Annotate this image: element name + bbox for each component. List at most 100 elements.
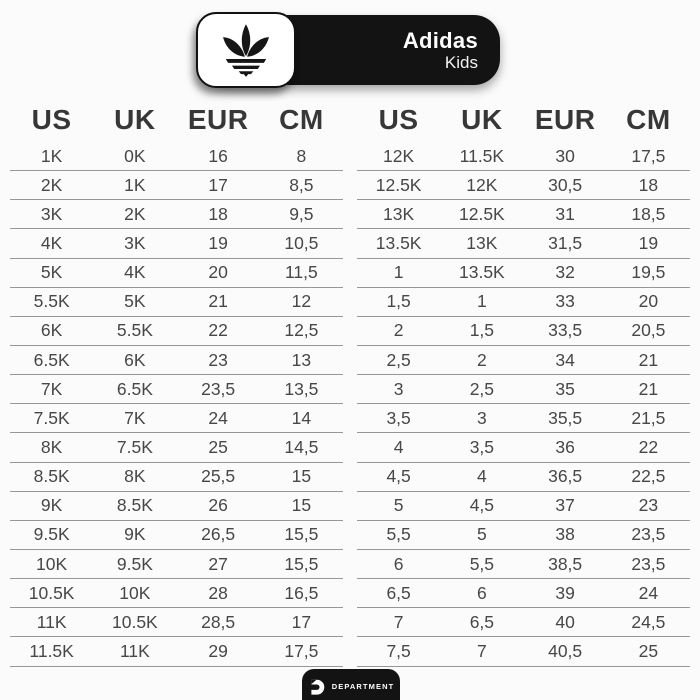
table-cell: 11.5K (29, 640, 74, 661)
column-header-uk: UK (461, 104, 503, 135)
column-header-cm: CM (626, 104, 671, 135)
table-cell: 20,5 (631, 320, 666, 341)
table-cell: 13,5 (284, 378, 319, 399)
table-row: 7K 6.5K 23,5 13,5 (10, 375, 343, 405)
table-cell: 5 (477, 524, 487, 545)
table-cell: 10K (119, 582, 151, 603)
table-cell: 10.5K (112, 611, 158, 632)
table-body: 1K 0K 16 8 2K 1K 17 8,5 3K 2K 18 9,5 4K 3K 19 10,5 5K 4K 2… (10, 142, 343, 667)
table-cell: 11K (119, 640, 150, 661)
table-row: 5.5K 5K 21 12 (10, 288, 343, 317)
table-row: 4K 3K 19 10,5 (10, 229, 343, 259)
table-cell: 28,5 (201, 611, 236, 632)
table-cell: 6,5 (386, 582, 411, 603)
table-cell: 1K (124, 174, 146, 195)
table-cell: 8.5K (116, 495, 153, 516)
table-cell: 12,5 (284, 320, 319, 341)
table-cell: 38,5 (548, 553, 583, 574)
table-cell: 3,5 (386, 407, 411, 428)
table-cell: 9.5K (116, 553, 153, 574)
table-cell: 24,5 (631, 611, 666, 632)
table-cell: 11.5K (459, 145, 505, 166)
table-cell: 1 (477, 291, 487, 312)
column-header-eur: EUR (187, 104, 249, 135)
table-cell: 17 (291, 611, 312, 632)
table-cell: 12K (383, 145, 415, 166)
table-cell: 37 (555, 495, 575, 516)
table-cell: 9.5K (33, 524, 70, 545)
column-header-us: US (31, 104, 72, 135)
table-cell: 7K (124, 407, 146, 428)
table-cell: 1,5 (386, 291, 411, 312)
table-cell: 8,5 (289, 174, 314, 195)
table-cell: 13.5K (459, 262, 505, 283)
department-d-icon (311, 679, 325, 695)
table-cell: 27 (208, 553, 228, 574)
column-header-eur: EUR (534, 104, 596, 135)
table-cell: 7.5K (116, 436, 153, 457)
table-row: 11K 10.5K 28,5 17 (10, 608, 343, 638)
table-cell: 4K (40, 232, 63, 253)
table-row: 4 3,5 36 22 (357, 433, 690, 463)
table-cell: 4,5 (386, 466, 411, 487)
table-cell: 12.5K (375, 174, 422, 195)
table-cell: 40 (555, 611, 575, 632)
table-row: 7 6,5 40 24,5 (357, 608, 690, 638)
table-cell: 15 (291, 495, 312, 516)
table-cell: 15,5 (284, 524, 319, 545)
table-cell: 3K (124, 232, 146, 253)
table-cell: 36 (555, 436, 575, 457)
table-cell: 10,5 (284, 232, 319, 253)
table-cell: 14 (291, 407, 312, 428)
table-cell: 34 (555, 349, 575, 370)
table-cell: 14,5 (284, 436, 319, 457)
table-cell: 7 (477, 640, 487, 661)
table-row: 8.5K 8K 25,5 15 (10, 463, 343, 492)
table-header-row: US UK EUR CM (357, 103, 690, 140)
table-cell: 3 (477, 407, 487, 428)
table-cell: 31 (555, 203, 575, 224)
table-cell: 32 (555, 262, 575, 283)
table-cell: 1,5 (469, 320, 495, 341)
table-cell: 10K (36, 553, 68, 574)
table-row: 13.5K 13K 31,5 19 (357, 229, 690, 259)
table-cell: 13K (466, 232, 498, 253)
table-cell: 28 (208, 582, 228, 603)
table-cell: 10.5K (28, 582, 75, 603)
table-cell: 38 (555, 524, 575, 545)
table-cell: 8K (40, 436, 63, 457)
table-row: 3 2,5 35 21 (357, 375, 690, 405)
table-row: 6 5,5 38,5 23,5 (357, 550, 690, 580)
table-cell: 19,5 (631, 262, 666, 283)
column-header-cm: CM (279, 104, 324, 135)
table-cell: 25 (638, 640, 659, 661)
table-cell: 22 (208, 320, 228, 341)
table-cell: 6.5K (116, 378, 153, 399)
table-cell: 9K (40, 495, 63, 516)
table-cell: 29 (208, 640, 228, 661)
table-cell: 23,5 (201, 378, 236, 399)
brand-name: Adidas (402, 27, 478, 53)
table-cell: 15,5 (284, 553, 319, 574)
table-cell: 2,5 (386, 349, 411, 370)
table-row: 6K 5.5K 22 12,5 (10, 317, 343, 346)
table-cell: 5.5K (116, 320, 153, 341)
table-cell: 22 (638, 436, 659, 457)
table-row: 5 4,5 37 23 (357, 492, 690, 521)
table-cell: 4 (477, 466, 487, 487)
table-cell: 16 (208, 145, 228, 166)
table-row: 2 1,5 33,5 20,5 (357, 317, 690, 346)
size-table-right: US UK EUR CM 12K 11.5K 30 17,5 12.5K 12K 30,5 1… (357, 103, 690, 667)
table-cell: 7K (40, 378, 63, 399)
table-cell: 5,5 (469, 553, 495, 574)
table-cell: 20 (638, 291, 659, 312)
table-cell: 7.5K (33, 407, 70, 428)
table-body: 12K 11.5K 30 17,5 12.5K 12K 30,5 18 13K 12.5K 31 18… (357, 142, 690, 667)
table-cell: 23,5 (631, 524, 666, 545)
table-cell: 3K (40, 203, 63, 224)
table-cell: 11K (36, 611, 67, 632)
table-row: 7.5K 7K 24 14 (10, 404, 343, 434)
table-cell: 17,5 (284, 640, 319, 661)
table-cell: 21 (208, 291, 228, 312)
table-cell: 25 (208, 436, 228, 457)
